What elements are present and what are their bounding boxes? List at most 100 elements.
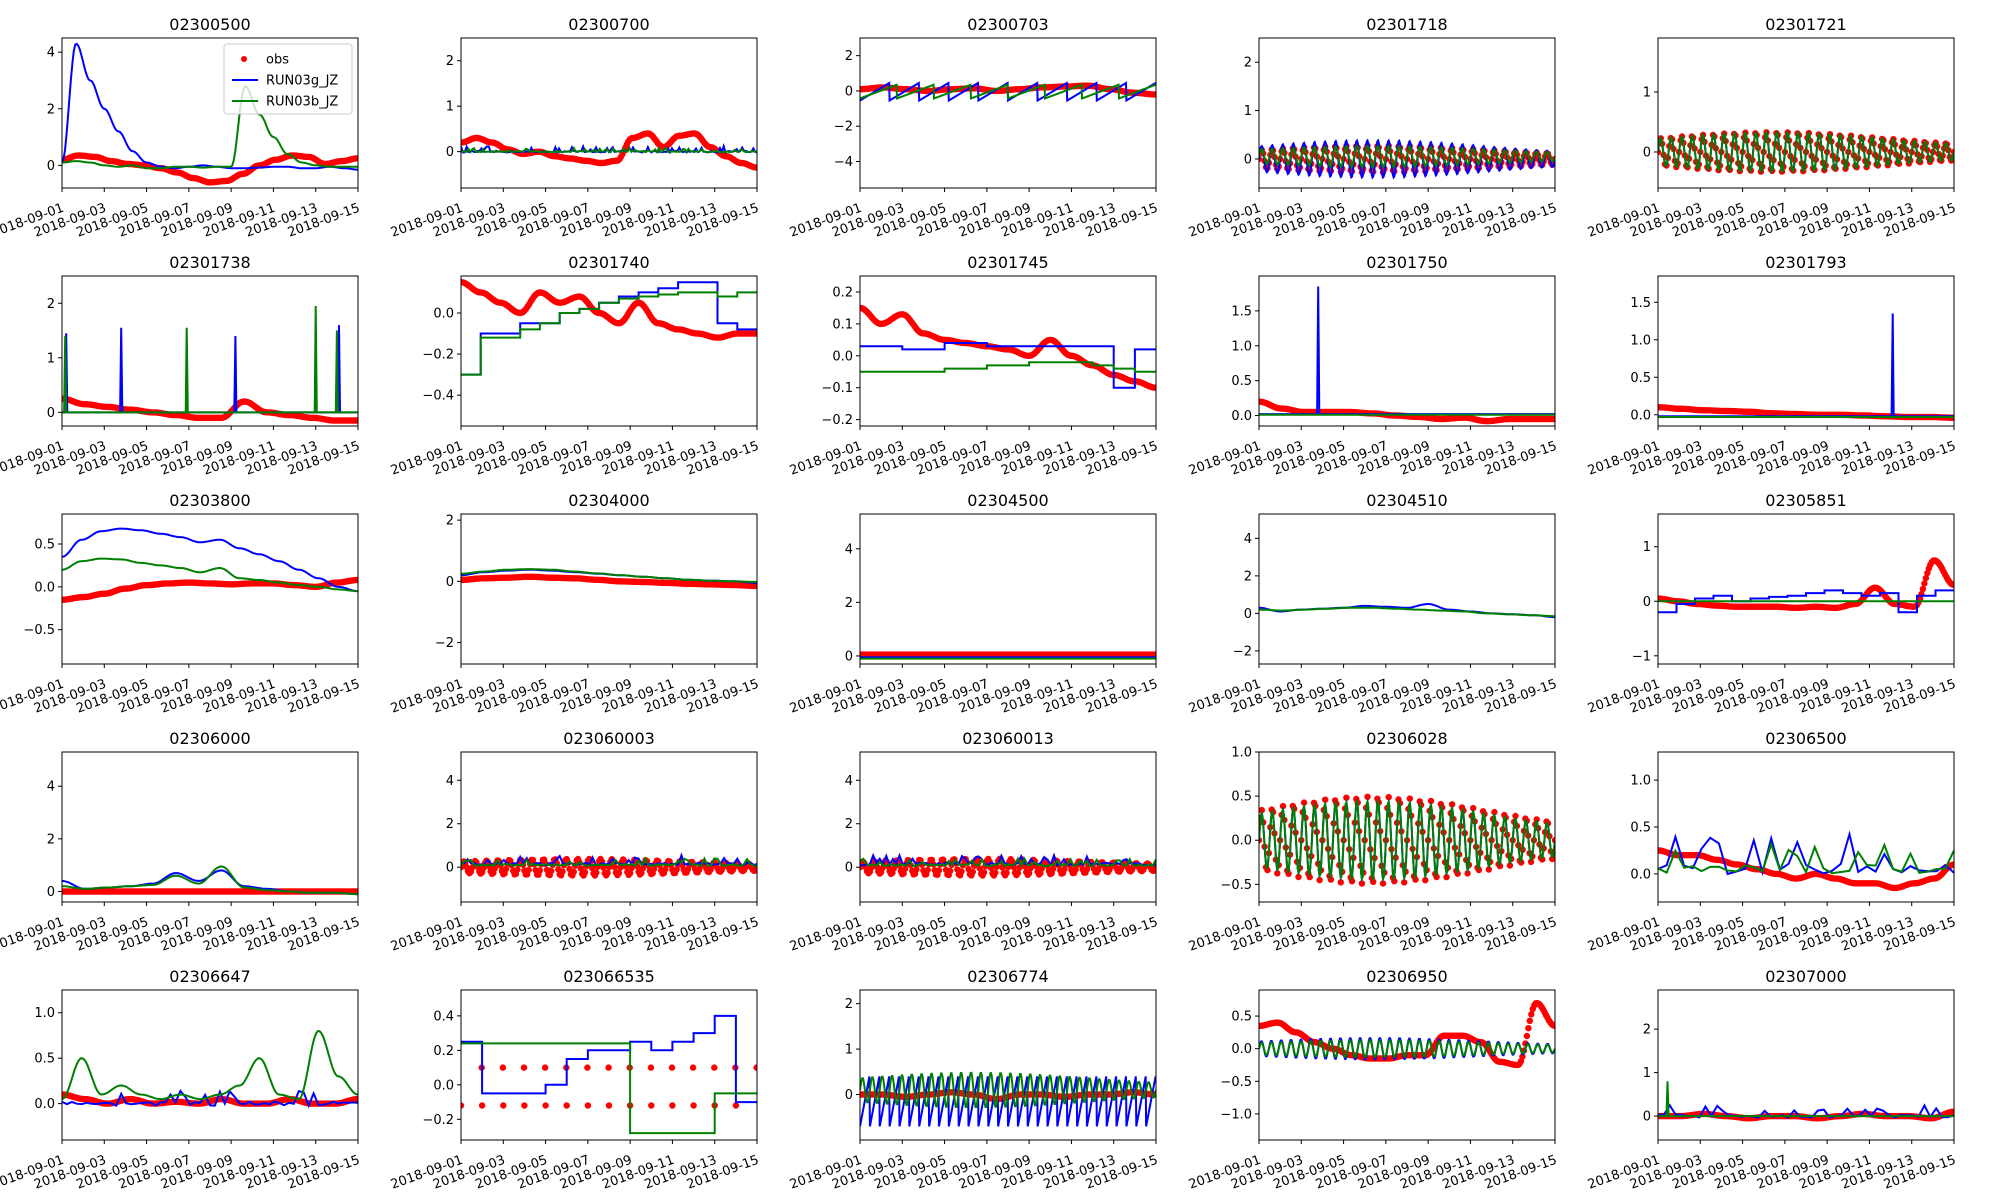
obs-point	[947, 867, 954, 875]
y-tick-label: 1.0	[1231, 339, 1252, 354]
y-tick-label: 0	[1643, 595, 1651, 610]
obs-point	[976, 865, 983, 872]
obs-point	[648, 1102, 655, 1109]
y-tick-label: 2	[47, 832, 55, 847]
obs-point	[536, 867, 544, 874]
obs-point	[1014, 869, 1022, 877]
y-tick-label: 0.5	[1630, 821, 1651, 836]
series-RUN03g_JZ	[62, 527, 358, 593]
obs-point	[1306, 873, 1313, 881]
subplot-023060003: 0230600030242018-09-012018-09-032018-09-…	[389, 729, 761, 955]
obs-point	[1412, 876, 1419, 883]
y-tick-label: 2	[1244, 569, 1252, 584]
plot-area	[860, 304, 1156, 391]
subplot-02306500: 023065000.00.51.02018-09-012018-09-03201…	[1586, 729, 1958, 955]
axes-frame	[1258, 275, 1556, 427]
obs-point	[1152, 91, 1156, 98]
obs-point	[1443, 873, 1450, 881]
axes-frame	[460, 751, 758, 903]
obs-point	[1027, 864, 1034, 872]
subplot-02301793: 023017930.00.51.01.52018-09-012018-09-03…	[1586, 253, 1958, 479]
obs-point	[1285, 870, 1292, 877]
obs-point	[1025, 870, 1033, 877]
subplot-02304510: 02304510−20242018-09-012018-09-032018-09…	[1187, 491, 1559, 717]
subplot-02306000: 023060000242018-09-012018-09-032018-09-0…	[0, 729, 362, 955]
y-tick-label: 0	[845, 1088, 853, 1103]
series-RUN03b_JZ	[62, 305, 358, 414]
obs-point	[1264, 866, 1271, 874]
y-tick-label: 0.0	[832, 349, 853, 364]
subplot-title: 02304000	[568, 491, 649, 510]
y-tick-label: −0.1	[821, 381, 853, 396]
plot-area	[62, 527, 358, 603]
obs-point	[732, 1102, 740, 1109]
y-tick-label: 0	[446, 575, 454, 590]
y-tick-label: 4	[47, 780, 55, 795]
subplot-023066535: 023066535−0.20.00.20.42018-09-012018-09-…	[389, 967, 761, 1193]
subplot-title: 023060013	[962, 729, 1054, 748]
obs-point	[628, 864, 635, 872]
obs-point	[1921, 580, 1928, 587]
series-obs	[1658, 557, 1954, 611]
subplot-02301745: 02301745−0.2−0.10.00.10.22018-09-012018-…	[788, 253, 1160, 479]
axes-frame	[61, 37, 359, 189]
obs-point	[514, 866, 521, 873]
series-obs	[1259, 398, 1555, 425]
obs-point	[913, 866, 920, 873]
series-obs	[62, 888, 358, 895]
series-RUN03b_JZ	[1658, 841, 1954, 875]
obs-point	[1533, 816, 1540, 823]
y-tick-label: 0.0	[34, 580, 55, 595]
obs-point	[1401, 879, 1408, 886]
y-tick-label: 2	[845, 49, 853, 64]
obs-point	[525, 866, 532, 874]
obs-point	[584, 1064, 591, 1071]
series-obs	[62, 576, 358, 603]
y-tick-label: 0.5	[34, 538, 55, 553]
subplot-title: 02300700	[568, 15, 649, 34]
obs-point	[563, 1102, 570, 1109]
subplot-title: 02300703	[967, 15, 1048, 34]
obs-point	[639, 865, 646, 872]
plot-area	[860, 1071, 1156, 1127]
obs-point	[548, 867, 555, 875]
series-RUN03g_JZ	[1658, 830, 1954, 877]
obs-point	[1427, 797, 1435, 805]
series-RUN03b_JZ	[461, 291, 757, 376]
plot-area	[1658, 830, 1954, 892]
obs-point	[1300, 799, 1308, 806]
axes-frame	[1657, 275, 1955, 427]
subplot-02305851: 02305851−1012018-09-012018-09-032018-09-…	[1586, 491, 1958, 717]
subplot-02300500: 023005000242018-09-012018-09-032018-09-0…	[0, 15, 362, 241]
axes-frame	[460, 275, 758, 427]
subplot-title: 02301721	[1765, 15, 1846, 34]
obs-point	[1316, 876, 1323, 884]
y-tick-label: −0.2	[422, 1113, 454, 1128]
series-RUN03b_JZ	[1259, 144, 1555, 169]
series-RUN03g_JZ	[461, 1014, 757, 1104]
series-RUN03b_JZ	[461, 856, 757, 868]
subplot-02301740: 02301740−0.4−0.20.02018-09-012018-09-032…	[389, 253, 761, 479]
y-tick-label: 0	[845, 861, 853, 876]
plot-area	[461, 279, 757, 376]
series-RUN03b_JZ	[860, 361, 1156, 373]
plot-area	[1259, 603, 1555, 619]
obs-point	[1358, 880, 1366, 887]
obs-point	[588, 864, 596, 872]
y-tick-label: 0	[845, 649, 853, 664]
y-tick-label: 1	[446, 100, 454, 115]
subplot-title: 02304500	[967, 491, 1048, 510]
obs-point	[1950, 581, 1954, 589]
axes-frame	[61, 513, 359, 665]
y-tick-label: 2	[47, 297, 55, 312]
plot-area	[62, 305, 358, 424]
obs-point	[559, 868, 566, 875]
subplot-02306950: 02306950−1.0−0.50.00.52018-09-012018-09-…	[1187, 967, 1559, 1193]
obs-point	[1506, 862, 1514, 869]
y-tick-label: 1	[47, 351, 55, 366]
obs-point	[753, 164, 757, 171]
y-tick-label: 2	[845, 596, 853, 611]
subplot-title: 02301740	[568, 253, 649, 272]
obs-point	[499, 1064, 507, 1071]
